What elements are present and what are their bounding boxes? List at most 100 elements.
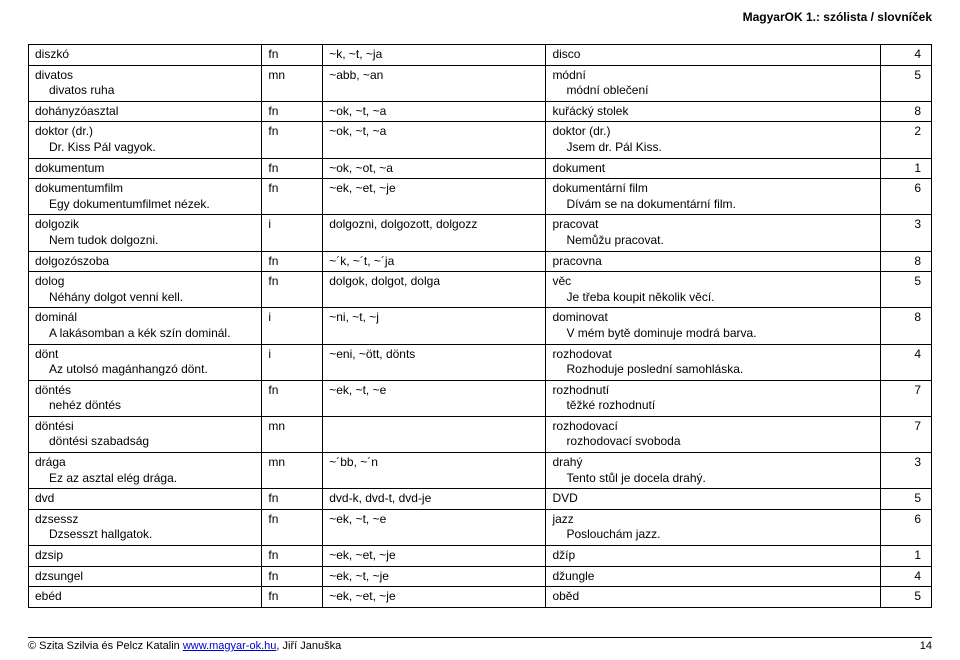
col-lesson: 4: [881, 566, 932, 587]
headword: döntés: [35, 383, 255, 399]
headword: doktor (dr.): [35, 124, 255, 140]
translation: jazz: [552, 512, 874, 528]
headword: dönt: [35, 347, 255, 363]
headword: dzsip: [35, 548, 255, 564]
headword: döntési: [35, 419, 255, 435]
headword: dominál: [35, 310, 255, 326]
col-lesson: 7: [881, 380, 932, 416]
col-lesson: 4: [881, 45, 932, 66]
col-hungarian: diszkó: [29, 45, 262, 66]
table-row: döntésidöntési szabadságmnrozhodovacíroz…: [29, 416, 932, 452]
doc-header-right: MagyarOK 1.: szólista / slovníček: [743, 10, 932, 24]
example-cz: Je třeba koupit několik věcí.: [552, 290, 714, 306]
headword: drága: [35, 455, 255, 471]
table-row: dokumentumfn~ok, ~ot, ~adokument1: [29, 158, 932, 179]
example-cz: těžké rozhodnutí: [552, 398, 655, 414]
example-cz: Nemůžu pracovat.: [552, 233, 663, 249]
table-row: drágaEz az asztal elég drága.mn~´bb, ~´n…: [29, 453, 932, 489]
col-forms: ~k, ~t, ~ja: [323, 45, 546, 66]
col-forms: ~ek, ~et, ~je: [323, 179, 546, 215]
col-hungarian: dvd: [29, 489, 262, 510]
table-row: divatosdivatos ruhamn~abb, ~anmódnímódní…: [29, 65, 932, 101]
example-cz: Rozhoduje poslední samohláska.: [552, 362, 743, 378]
col-lesson: 3: [881, 453, 932, 489]
example-hu: Dr. Kiss Pál vagyok.: [35, 140, 156, 156]
table-row: dolgozikNem tudok dolgozni.idolgozni, do…: [29, 215, 932, 251]
col-pos: fn: [262, 272, 323, 308]
col-czech: rozhodovatRozhoduje poslední samohláska.: [546, 344, 881, 380]
col-forms: ~ek, ~et, ~je: [323, 546, 546, 567]
example-hu: Az utolsó magánhangzó dönt.: [35, 362, 208, 378]
col-czech: DVD: [546, 489, 881, 510]
col-czech: doktor (dr.)Jsem dr. Pál Kiss.: [546, 122, 881, 158]
col-forms: dolgozni, dolgozott, dolgozz: [323, 215, 546, 251]
col-lesson: 3: [881, 215, 932, 251]
translation: džungle: [552, 569, 874, 585]
col-hungarian: döntésnehéz döntés: [29, 380, 262, 416]
col-hungarian: dzsesszDzsesszt hallgatok.: [29, 509, 262, 545]
translation: dominovat: [552, 310, 874, 326]
col-hungarian: dohányzóasztal: [29, 101, 262, 122]
col-forms: ~ok, ~t, ~a: [323, 101, 546, 122]
translation: doktor (dr.): [552, 124, 874, 140]
headword: dokumentumfilm: [35, 181, 255, 197]
col-hungarian: dolgozószoba: [29, 251, 262, 272]
col-czech: dokument: [546, 158, 881, 179]
translation: džíp: [552, 548, 874, 564]
col-pos: fn: [262, 587, 323, 608]
col-czech: věcJe třeba koupit několik věcí.: [546, 272, 881, 308]
col-pos: fn: [262, 380, 323, 416]
table-row: dokumentumfilmEgy dokumentumfilmet nézek…: [29, 179, 932, 215]
example-hu: divatos ruha: [35, 83, 114, 99]
col-pos: fn: [262, 45, 323, 66]
translation: rozhodovat: [552, 347, 874, 363]
example-cz: rozhodovací svoboda: [552, 434, 680, 450]
col-pos: fn: [262, 489, 323, 510]
col-lesson: 6: [881, 179, 932, 215]
col-pos: fn: [262, 251, 323, 272]
col-pos: i: [262, 344, 323, 380]
col-forms: ~ek, ~t, ~e: [323, 380, 546, 416]
col-forms: ~eni, ~ött, dönts: [323, 344, 546, 380]
footer-link[interactable]: www.magyar-ok.hu: [183, 640, 277, 652]
example-hu: Dzsesszt hallgatok.: [35, 527, 152, 543]
col-hungarian: dzsip: [29, 546, 262, 567]
translation: dokumentární film: [552, 181, 874, 197]
translation: dokument: [552, 161, 874, 177]
headword: dolog: [35, 274, 255, 290]
vocab-table: diszkófn~k, ~t, ~jadisco4divatosdivatos …: [28, 44, 932, 608]
col-czech: disco: [546, 45, 881, 66]
table-row: dzsungelfn~ek, ~t, ~jedžungle4: [29, 566, 932, 587]
table-row: dzsesszDzsesszt hallgatok.fn~ek, ~t, ~ej…: [29, 509, 932, 545]
translation: kuřácký stolek: [552, 104, 874, 120]
example-hu: A lakásomban a kék szín dominál.: [35, 326, 230, 342]
col-czech: rozhodnutítěžké rozhodnutí: [546, 380, 881, 416]
translation: pracovat: [552, 217, 874, 233]
headword: dokumentum: [35, 161, 255, 177]
table-row: döntAz utolsó magánhangzó dönt. i~eni, ~ö…: [29, 344, 932, 380]
table-row: dominálA lakásomban a kék szín dominál.i…: [29, 308, 932, 344]
col-pos: i: [262, 215, 323, 251]
col-czech: módnímódní oblečení: [546, 65, 881, 101]
col-hungarian: dzsungel: [29, 566, 262, 587]
col-forms: ~ok, ~ot, ~a: [323, 158, 546, 179]
headword: dolgozószoba: [35, 254, 255, 270]
page-footer: © Szita Szilvia és Pelcz Katalin www.mag…: [28, 637, 932, 652]
col-lesson: 1: [881, 546, 932, 567]
table-row: dvdfndvd-k, dvd-t, dvd-jeDVD5: [29, 489, 932, 510]
footer-text-b: , Jiří Januška: [276, 640, 341, 652]
col-lesson: 4: [881, 344, 932, 380]
col-forms: ~´k, ~´t, ~´ja: [323, 251, 546, 272]
col-hungarian: döntésidöntési szabadság: [29, 416, 262, 452]
headword: dzsungel: [35, 569, 255, 585]
table-row: dzsipfn~ek, ~et, ~jedžíp1: [29, 546, 932, 567]
example-hu: Ez az asztal elég drága.: [35, 471, 177, 487]
col-forms: [323, 416, 546, 452]
example-cz: Dívám se na dokumentární film.: [552, 197, 735, 213]
col-lesson: 5: [881, 65, 932, 101]
example-hu: Néhány dolgot venni kell.: [35, 290, 183, 306]
footer-text-a: © Szita Szilvia és Pelcz Katalin: [28, 640, 183, 652]
col-hungarian: dokumentum: [29, 158, 262, 179]
col-pos: fn: [262, 566, 323, 587]
col-czech: džungle: [546, 566, 881, 587]
